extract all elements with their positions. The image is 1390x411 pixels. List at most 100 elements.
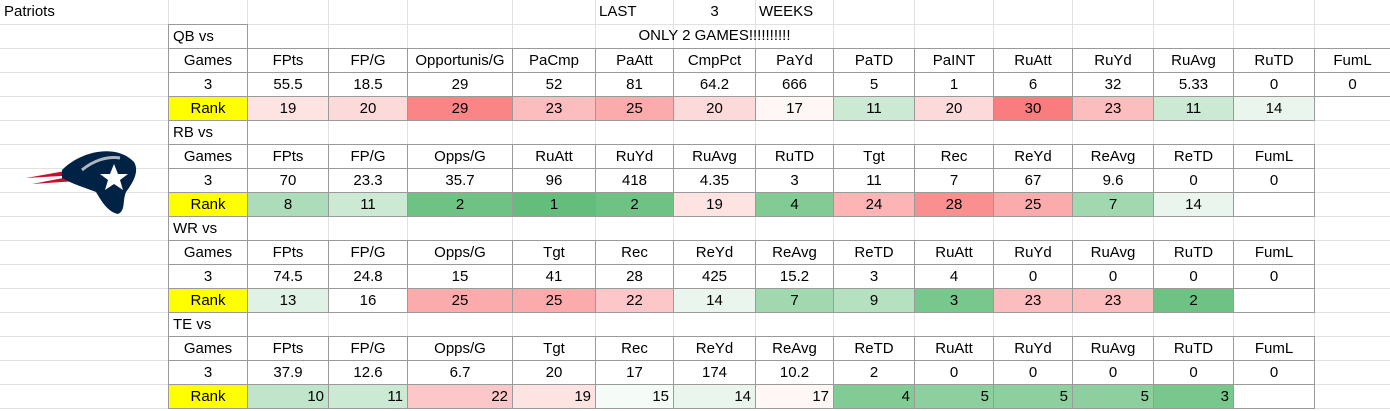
rank-value: 22 [595, 288, 674, 313]
grid-cell [755, 120, 834, 145]
grid-cell [1314, 312, 1390, 337]
stat-value: 70 [247, 168, 329, 193]
stat-value: 6.7 [407, 360, 513, 385]
stat-value: 1 [914, 72, 994, 97]
logo-accent [81, 156, 121, 172]
stat-value: 67 [993, 168, 1073, 193]
grid-cell [247, 0, 329, 25]
grid-cell [595, 216, 674, 241]
column-header: FP/G [328, 240, 408, 265]
rank-value: 5 [993, 384, 1073, 409]
stat-value: 0 [1153, 360, 1234, 385]
grid-cell [833, 312, 915, 337]
grid-cell [1314, 120, 1390, 145]
grid-cell [914, 24, 994, 49]
stat-value: 3 [755, 168, 834, 193]
grid-cell [1314, 384, 1390, 409]
rank-value: 25 [595, 96, 674, 121]
grid-cell [0, 24, 169, 49]
header-weeks: WEEKS [759, 3, 814, 20]
grid-cell [328, 312, 408, 337]
grid-cell [512, 216, 596, 241]
grid-cell [1314, 192, 1390, 217]
grid-cell [595, 0, 674, 25]
stat-value: 0 [993, 264, 1073, 289]
column-header: FP/G [328, 336, 408, 361]
grid-cell [1314, 360, 1390, 385]
rank-value: 17 [755, 96, 834, 121]
rank-value: 23 [512, 96, 596, 121]
column-header: PaINT [914, 48, 994, 73]
empty-cell [1233, 288, 1315, 313]
stat-value: 0 [1153, 264, 1234, 289]
grid-cell [1153, 0, 1234, 25]
grid-cell [833, 216, 915, 241]
stat-value: 23.3 [328, 168, 408, 193]
column-header: Games [168, 144, 248, 169]
grid-cell [993, 24, 1073, 49]
grid-cell [914, 312, 994, 337]
grid-cell [407, 24, 513, 49]
grid-cell [1314, 0, 1390, 25]
grid-cell [0, 312, 169, 337]
grid-cell [328, 24, 408, 49]
column-header: ReAvg [755, 336, 834, 361]
stat-value: 3 [168, 168, 248, 193]
grid-cell [1314, 168, 1390, 193]
rank-label: Rank [168, 288, 248, 313]
grid-cell [1233, 216, 1315, 241]
grid-cell [1314, 216, 1390, 241]
stat-value: 15 [407, 264, 513, 289]
grid-cell [673, 312, 756, 337]
column-header: Rec [595, 240, 674, 265]
column-header: RuYd [1072, 48, 1154, 73]
stat-value: 64.2 [673, 72, 756, 97]
rank-value: 8 [247, 192, 329, 217]
rank-value: 25 [407, 288, 513, 313]
column-header: Tgt [512, 240, 596, 265]
column-header: RuTD [1153, 336, 1234, 361]
grid-cell [512, 0, 596, 25]
stat-value: 28 [595, 264, 674, 289]
stat-value: 0 [1233, 360, 1315, 385]
rank-value: 14 [1153, 192, 1234, 217]
grid-cell [833, 0, 915, 25]
column-header: RuYd [595, 144, 674, 169]
column-header: RuAvg [1072, 240, 1154, 265]
grid-cell [755, 0, 834, 25]
stat-value: 12.6 [328, 360, 408, 385]
team-name: Patriots [4, 3, 55, 20]
grid-cell [673, 120, 756, 145]
column-header: ReAvg [755, 240, 834, 265]
grid-cell [914, 0, 994, 25]
stat-value: 666 [755, 72, 834, 97]
rank-value: 24 [833, 192, 915, 217]
rank-value: 7 [755, 288, 834, 313]
grid-cell [0, 96, 169, 121]
rank-value: 5 [1072, 384, 1154, 409]
grid-cell [1314, 96, 1390, 121]
stat-value: 0 [1233, 72, 1315, 97]
grid-cell [993, 216, 1073, 241]
column-header: RuYd [993, 240, 1073, 265]
column-header: RuTD [1153, 240, 1234, 265]
section-label: TE vs [168, 312, 248, 337]
stat-value: 3 [168, 360, 248, 385]
stat-value: 0 [1153, 168, 1234, 193]
rank-value: 25 [512, 288, 596, 313]
rank-value: 11 [833, 96, 915, 121]
column-header: RuAtt [993, 48, 1073, 73]
column-header: ReYd [993, 144, 1073, 169]
rank-value: 20 [914, 96, 994, 121]
rank-value: 2 [1153, 288, 1234, 313]
column-header: FP/G [328, 48, 408, 73]
grid-cell [755, 312, 834, 337]
grid-cell [0, 216, 169, 241]
column-header: FumL [1233, 240, 1315, 265]
stat-value: 55.5 [247, 72, 329, 97]
column-header: Opps/G [407, 336, 513, 361]
rank-value: 19 [673, 192, 756, 217]
column-header: FPts [247, 144, 329, 169]
rank-value: 5 [914, 384, 994, 409]
